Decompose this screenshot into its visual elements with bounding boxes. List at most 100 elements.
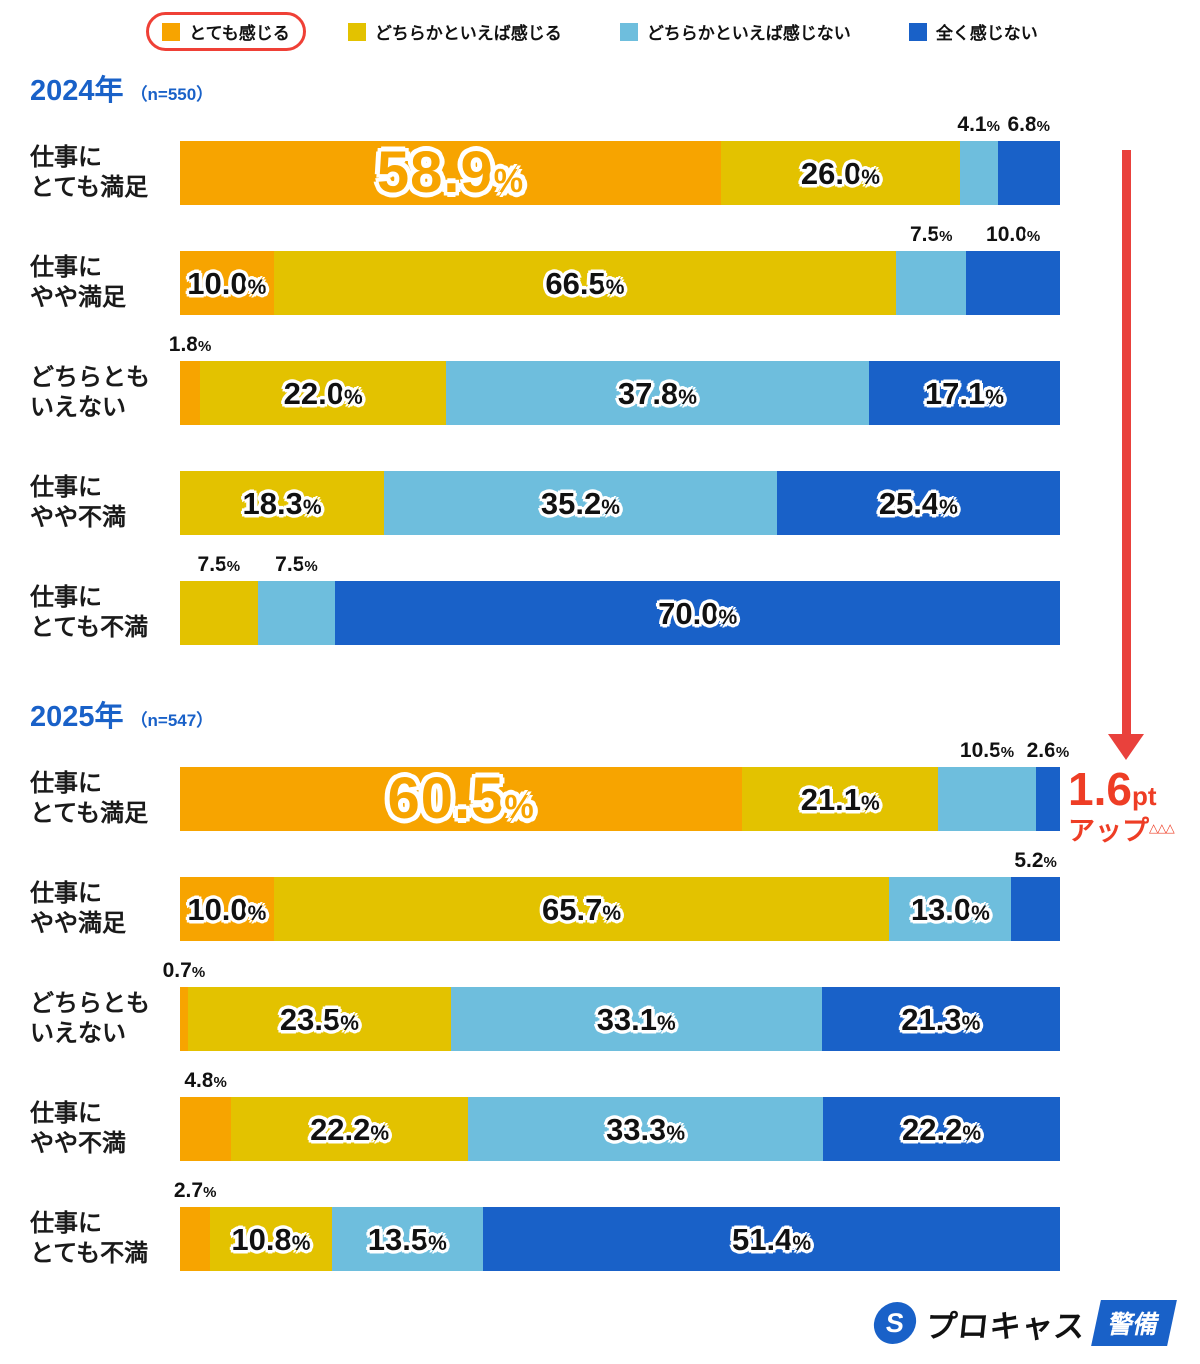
segment-value-label: 0.7%: [162, 959, 206, 982]
segment-value-label: 4.1%: [957, 113, 1000, 136]
bar-row: 仕事に やや不満 4.8% 22.2% 33.3% 22.2%: [30, 1067, 1200, 1161]
bar-segment: 22.2%: [231, 1097, 468, 1161]
bar-segment: 10.0%: [180, 251, 274, 315]
segment-value-label: 66.5%: [545, 265, 625, 301]
legend-swatch-icon: [619, 22, 638, 41]
legend-swatch-icon: [347, 22, 366, 41]
row-category-label: どちらとも いえない: [30, 364, 150, 421]
segment-value-label: 33.3%: [606, 1111, 686, 1147]
segment-value-label: 25.4%: [878, 485, 958, 521]
bar-segment: 25.4%: [776, 471, 1060, 535]
sample-size-2025: （n=547）: [130, 711, 214, 730]
bar-track: 4.8% 22.2% 33.3% 22.2%: [180, 1070, 1060, 1161]
segment-value-label: 10.5%: [959, 739, 1015, 762]
bar-segment: 2.6%: [1027, 740, 1069, 831]
bar-segment: 23.5%: [187, 987, 451, 1051]
segment-value-label: 23.5%: [279, 1001, 359, 1037]
stacked-bar: 10.0% 66.5% 7.5% 10.0%: [180, 224, 1060, 315]
row-category-label: 仕事に やや不満: [30, 1100, 126, 1157]
procas-logo: S プロキャス 警備: [871, 1300, 1177, 1346]
bar-segment: 58.9%: [180, 140, 722, 205]
stacked-bar: 4.8% 22.2% 33.3% 22.2%: [180, 1070, 1060, 1161]
segment-value-label: 58.9%: [376, 140, 525, 205]
bar-segment: 18.3%: [180, 471, 385, 535]
segment-value-label: 65.7%: [542, 891, 622, 927]
stacked-bar: 2.7% 10.8% 13.5% 51.4%: [174, 1180, 1060, 1271]
segment-value-label: 2.7%: [173, 1179, 217, 1202]
bar-track: 10.0% 65.7% 13.0% 5.2%: [180, 850, 1060, 941]
legend: とても感じる どちらかといえば感じる どちらかといえば感じない 全く感じない: [0, 0, 1200, 51]
section-header-2025: 2025年 （n=547）: [30, 693, 1200, 735]
bar-segment: 21.3%: [821, 987, 1060, 1051]
segment-value-label: 22.2%: [310, 1111, 390, 1147]
segment-value-label: 26.0%: [800, 155, 880, 191]
stacked-bar: 10.0% 65.7% 13.0% 5.2%: [180, 850, 1060, 941]
bar-segment: 21.1%: [742, 767, 939, 831]
bar-segment: 22.2%: [823, 1097, 1060, 1161]
trend-delta-unit: pt: [1131, 781, 1157, 811]
bar-track: 2.7% 10.8% 13.5% 51.4%: [174, 1180, 1060, 1271]
segment-value-label: 18.3%: [242, 485, 322, 521]
segment-value-label: 33.1%: [596, 1001, 676, 1037]
year-title-2024: 2024年: [30, 75, 124, 107]
legend-swatch-icon: [162, 22, 181, 41]
segment-value-label: 13.5%: [367, 1221, 447, 1257]
row-category-label: どちらとも いえない: [30, 990, 150, 1047]
bar-row: 仕事に やや不満 18.3% 35.2% 25.4%: [30, 441, 1200, 535]
bar-segment: 10.8%: [210, 1207, 332, 1271]
bar-track: 58.9% 26.0% 4.1% 6.8%: [180, 114, 1060, 205]
trend-up-label: アップ△△△: [1068, 816, 1175, 846]
trend-delta-value: 1.6: [1068, 763, 1132, 815]
procas-logo-icon: S: [871, 1302, 919, 1344]
bar-segment: 66.5%: [273, 251, 897, 315]
legend-item: 全く感じない: [893, 12, 1054, 51]
bar-segment: 37.8%: [446, 361, 869, 425]
bar-segment: 6.8%: [997, 114, 1060, 205]
bar-segment: 33.3%: [467, 1097, 824, 1161]
section-2024: 2024年 （n=550） 仕事に とても満足 58.9% 26.0% 4.1% 6.8%…: [30, 67, 1200, 645]
row-category-label: 仕事に とても不満: [30, 1210, 149, 1267]
stacked-bar: 60.5% 21.1% 10.5% 2.6%: [180, 740, 1069, 831]
segment-value-label: 5.2%: [1014, 849, 1057, 872]
legend-swatch-icon: [908, 22, 927, 41]
legend-label: どちらかといえば感じない: [646, 24, 851, 43]
bar-row: 仕事に とても満足 60.5% 21.1% 10.5% 2.6%: [30, 737, 1200, 831]
bar-segment: 5.2%: [1011, 850, 1060, 941]
logo-security-badge: 警備: [1091, 1300, 1177, 1346]
segment-value-label: 10.0%: [986, 223, 1041, 246]
stacked-bar: 1.8% 22.0% 37.8% 17.1%: [169, 334, 1060, 425]
stacked-bar: 7.5% 7.5% 70.0%: [180, 554, 1060, 645]
bar-segment: 7.5%: [180, 554, 258, 645]
stacked-bar: 18.3% 35.2% 25.4%: [180, 471, 1060, 535]
segment-value-label: 51.4%: [731, 1221, 812, 1257]
bar-track: 60.5% 21.1% 10.5% 2.6%: [180, 740, 1069, 831]
bar-segment: 17.1%: [868, 361, 1060, 425]
segment-value-label: 7.5%: [275, 553, 318, 576]
legend-label: 全く感じない: [935, 24, 1038, 43]
bar-track: 18.3% 35.2% 25.4%: [180, 471, 1060, 535]
trend-delta: 1.6pt: [1068, 766, 1174, 812]
legend-label: どちらかといえば感じる: [374, 24, 562, 43]
row-category-label: 仕事に やや不満: [30, 474, 126, 531]
segment-value-label: 10.0%: [187, 265, 267, 301]
segment-value-label: 2.6%: [1026, 739, 1070, 762]
bar-row: どちらとも いえない 1.8% 22.0% 37.8% 17.1%: [30, 331, 1200, 425]
segment-value-label: 17.1%: [924, 375, 1004, 411]
bar-segment: 4.1%: [957, 114, 1000, 205]
bar-row: 仕事に やや満足 10.0% 65.7% 13.0% 5.2%: [30, 847, 1200, 941]
segment-value-label: 22.2%: [902, 1111, 982, 1147]
bar-segment: 0.7%: [163, 960, 205, 1051]
bar-segment: 10.0%: [180, 877, 274, 941]
bar-row: 仕事に とても満足 58.9% 26.0% 4.1% 6.8%: [30, 111, 1200, 205]
bar-track: 7.5% 7.5% 70.0%: [180, 554, 1060, 645]
segment-value-label: 60.5%: [387, 766, 535, 831]
bar-segment: 10.5%: [938, 740, 1036, 831]
legend-label: とても感じる: [189, 24, 290, 43]
stacked-bar: 0.7% 23.5% 33.1% 21.3%: [163, 960, 1060, 1051]
legend-item: どちらかといえば感じる: [332, 12, 578, 51]
segment-value-label: 7.5%: [197, 553, 241, 576]
bar-segment: 33.1%: [450, 987, 822, 1051]
bars-2024: 仕事に とても満足 58.9% 26.0% 4.1% 6.8% 仕事に やや満足 10.0%…: [30, 111, 1200, 645]
bar-track: 0.7% 23.5% 33.1% 21.3%: [163, 960, 1060, 1051]
segment-value-label: 37.8%: [617, 375, 697, 411]
